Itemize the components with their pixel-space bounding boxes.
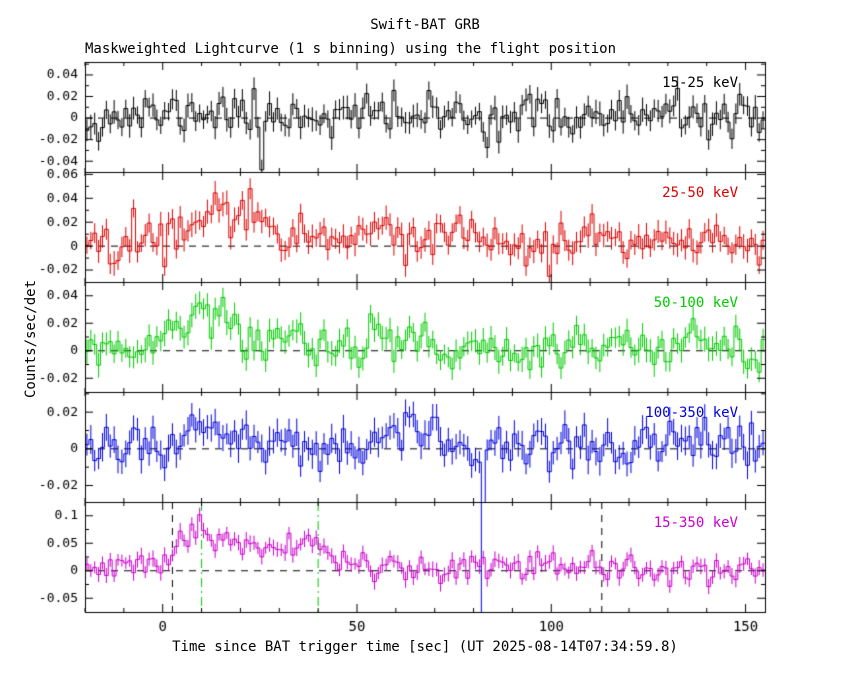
panel-label-50-100-kev: 50-100 keV: [653, 295, 738, 311]
panel-label-25-50-kev: 25-50 keV: [662, 185, 738, 201]
x-axis-label: Time since BAT trigger time [sec] (UT 20…: [172, 639, 678, 655]
panel-label-15-350-kev: 15-350 keV: [653, 515, 738, 531]
panel-label-100-350-kev: 100-350 keV: [645, 405, 738, 421]
panel-label-15-25-kev: 15-25 keV: [662, 75, 738, 91]
plot-title: Swift-BAT GRB: [370, 17, 480, 33]
y-axis-label: Counts/sec/det: [23, 279, 39, 398]
plot-subtitle: Maskweighted Lightcurve (1 s binning) us…: [85, 41, 617, 57]
